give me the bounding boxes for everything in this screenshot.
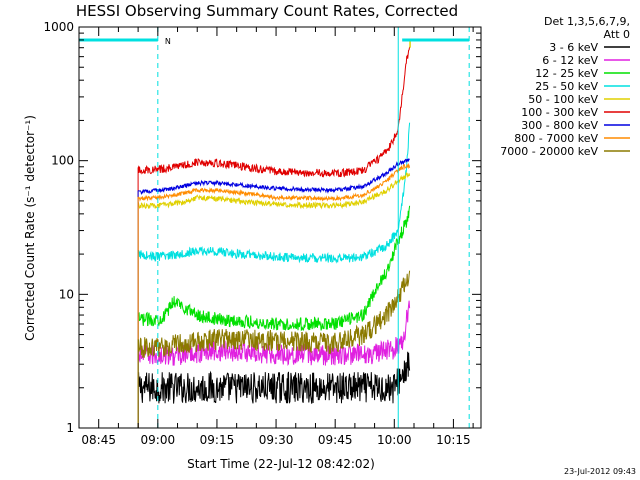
night-flag-label: N <box>165 37 171 46</box>
legend-label-6-12-kev: 6 - 12 keV <box>542 54 598 67</box>
legend-label-50-100-kev: 50 - 100 keV <box>528 93 598 106</box>
y-tick-label-1000: 1000 <box>43 20 74 34</box>
series-line-7000-20000-kev <box>137 270 411 428</box>
y-tick-label-100: 100 <box>51 154 74 168</box>
y-axis-label: Corrected Count Rate (s⁻¹ detector⁻¹) <box>23 115 37 341</box>
x-tick-label-0930: 09:30 <box>259 433 294 447</box>
x-tick-label-0945: 09:45 <box>318 433 353 447</box>
chart-title: HESSI Observing Summary Count Rates, Cor… <box>76 2 458 20</box>
legend-label-7000-20000-kev: 7000 - 20000 keV <box>500 145 598 158</box>
markers-layer: N <box>79 27 470 428</box>
series-line-6-12-kev <box>137 300 411 428</box>
series-layer <box>137 39 411 428</box>
axes: 1 10 100 1000 08:45 09:00 09:15 09:30 09:45 10:00… <box>43 20 482 447</box>
legend-label-12-25-kev: 12 - 25 keV <box>535 67 598 80</box>
x-tick-label-0845: 08:45 <box>81 433 116 447</box>
plot-frame <box>78 26 482 429</box>
legend-label-3-6-kev: 3 - 6 keV <box>549 41 598 54</box>
legend-label-800-7000-kev: 800 - 7000 keV <box>514 132 598 145</box>
x-tick-label-0900: 09:00 <box>141 433 176 447</box>
legend-label-100-300-kev: 100 - 300 keV <box>521 106 598 119</box>
series-line-25-50-kev <box>137 122 411 428</box>
x-tick-label-0915: 09:15 <box>200 433 235 447</box>
series-line-50-100-kev <box>137 171 411 428</box>
legend-label-25-50-kev: 25 - 50 keV <box>535 80 598 93</box>
y-tick-label-10: 10 <box>59 287 74 301</box>
series-line-300-800-kev <box>137 158 410 428</box>
series-line-12-25-kev <box>137 205 411 428</box>
x-axis-label: Start Time (22-Jul-12 08:42:02) <box>187 457 375 471</box>
x-tick-label-1015: 10:15 <box>436 433 471 447</box>
series-line-3-6-kev <box>137 351 411 428</box>
footer-timestamp: 23-Jul-2012 09:43 <box>564 467 636 476</box>
legend-label-300-800-kev: 300 - 800 keV <box>521 119 598 132</box>
series-line-100-300-kev <box>137 46 411 428</box>
series-line-800-7000-kev <box>137 162 411 428</box>
x-tick-label-1000: 10:00 <box>377 433 412 447</box>
legend-header-line-2: Att 0 <box>604 28 630 41</box>
legend-header-line-1: Det 1,3,5,6,7,9, <box>544 15 630 28</box>
y-tick-label-1: 1 <box>66 421 74 435</box>
